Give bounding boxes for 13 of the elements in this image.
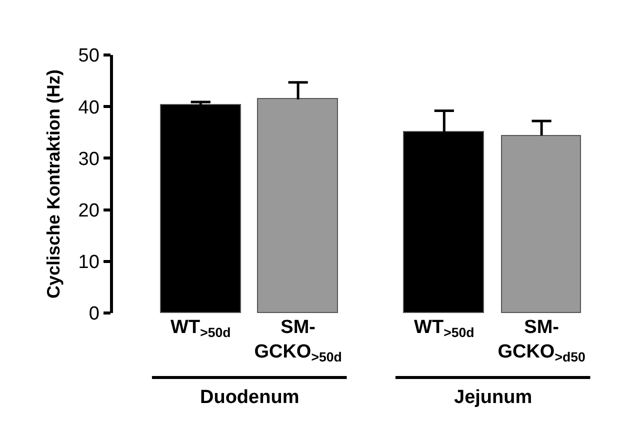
x-tick-label: SM-GCKO$_{>d50}$ (498, 317, 586, 365)
x-tick-label: WT$_{>50d}$ (170, 317, 231, 340)
y-axis-title: Cyclische Kontraktion (Hz) (44, 69, 64, 299)
x-tick-label: WT$_{>50d}$ (414, 317, 474, 340)
text: Duodenum (200, 387, 300, 408)
y-tick-label: 30 (78, 148, 100, 170)
y-tick-label: 50 (78, 46, 100, 67)
text: Jejunum (454, 387, 532, 408)
y-tick-label: 20 (78, 200, 100, 222)
y-tick-label: 0 (88, 304, 100, 325)
y-tick-label: 40 (78, 97, 100, 118)
y-tick-label: 10 (78, 252, 100, 274)
x-tick-label: SM-GCKO$_{>50d}$ (254, 317, 342, 365)
